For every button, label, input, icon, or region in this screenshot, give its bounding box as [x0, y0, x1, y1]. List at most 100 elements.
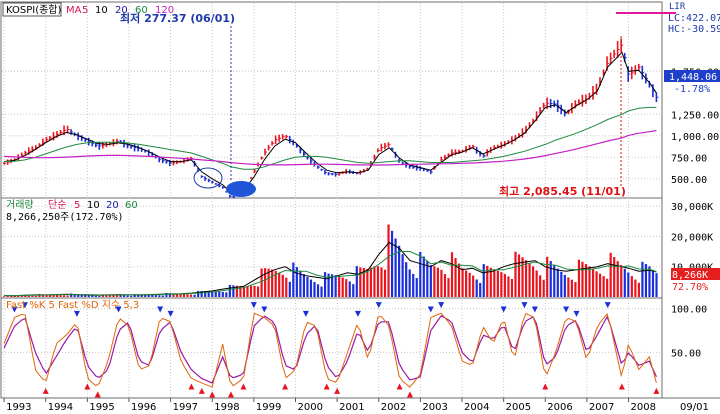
- x-axis-end-label: 09/01: [680, 402, 709, 413]
- x-tick-label: 1994: [48, 402, 73, 413]
- buy-arrow: [84, 383, 91, 390]
- volume-bar: [591, 268, 595, 297]
- volume-bar: [207, 291, 210, 297]
- volume-bar: [348, 281, 351, 297]
- volume-bar: [267, 268, 270, 297]
- x-tick-label: 2006: [547, 402, 572, 413]
- volume-bar: [454, 258, 457, 297]
- volume-bar: [101, 294, 105, 297]
- volume-bar: [338, 276, 341, 297]
- volume-bar: [450, 252, 454, 297]
- volume-bar: [309, 279, 313, 297]
- volume-bar: [620, 265, 623, 297]
- x-tick-label: 2008: [631, 402, 656, 413]
- price-tick-label: 500.00: [671, 175, 707, 186]
- volume-bar: [560, 271, 563, 297]
- volume-bar: [200, 290, 203, 297]
- volume-bar: [637, 282, 640, 297]
- volume-tick-label: 30,000K: [671, 202, 713, 213]
- volume-bar: [281, 274, 284, 297]
- volume-bar: [197, 290, 200, 297]
- lc-label: LC:422.07: [668, 13, 720, 24]
- volume-bar: [644, 264, 648, 297]
- volume-period-60: 60: [125, 200, 138, 211]
- volume-bar: [193, 294, 196, 297]
- buy-arrow: [406, 391, 413, 398]
- sell-arrow: [261, 306, 268, 313]
- volume-bar: [380, 267, 383, 297]
- volume-bar: [313, 282, 316, 297]
- volume-bar: [394, 238, 397, 297]
- volume-bar: [112, 294, 115, 297]
- volume-tick-label: 20,000K: [671, 232, 713, 243]
- ma-long-line: [4, 106, 657, 170]
- volume-bar: [556, 268, 559, 297]
- x-tick-label: 2003: [422, 402, 447, 413]
- volume-bar: [489, 267, 492, 297]
- sell-arrow: [438, 302, 445, 309]
- volume-ma-long-line: [4, 251, 657, 297]
- volume-bar: [405, 262, 408, 297]
- volume-bar: [45, 294, 48, 297]
- volume-bar: [422, 256, 425, 297]
- volume-bar: [274, 270, 277, 297]
- volume-bar: [232, 285, 235, 297]
- volume-bar: [616, 261, 619, 297]
- sell-arrow: [521, 302, 528, 309]
- volume-bar: [115, 294, 119, 297]
- volume-bar: [264, 268, 267, 297]
- sell-arrow: [73, 310, 80, 317]
- volume-bar: [84, 294, 87, 297]
- volume-bar: [59, 295, 62, 297]
- volume-bar: [517, 254, 521, 297]
- volume-bar: [52, 294, 55, 297]
- volume-bar: [539, 275, 542, 297]
- x-tick-label: 1995: [89, 402, 114, 413]
- buy-arrow: [198, 387, 205, 394]
- volume-bar: [182, 294, 186, 297]
- volume-bar: [475, 279, 478, 297]
- volume-bar: [465, 270, 468, 297]
- volume-bar: [122, 295, 126, 297]
- volume-bar: [235, 285, 239, 297]
- volume-bar: [214, 291, 217, 297]
- volume-bar: [105, 294, 108, 297]
- volume-header: 거래량 단순 5 10 20 60 8,266,250주(172.70%): [6, 199, 138, 223]
- x-tick-label: 1993: [6, 402, 31, 413]
- volume-bar: [366, 268, 369, 297]
- volume-bar: [373, 266, 376, 297]
- volume-period-20: 20: [106, 200, 119, 211]
- volume-bar: [271, 269, 274, 297]
- volume-bar: [528, 263, 531, 297]
- sell-arrow: [500, 306, 507, 313]
- volume-bar: [500, 272, 503, 297]
- volume-bar: [602, 276, 605, 297]
- volume-bar: [345, 279, 348, 297]
- price-bars: [3, 38, 659, 198]
- volume-bar: [510, 279, 514, 297]
- volume-bar: [655, 273, 658, 297]
- ma-period-60: 60: [135, 5, 148, 16]
- volume-bar: [246, 286, 249, 297]
- ma-period-10: 10: [95, 5, 108, 16]
- volume-method: 단순: [48, 199, 66, 211]
- volume-bar: [316, 284, 320, 297]
- volume-bar: [108, 294, 112, 297]
- last-price-tag-box: [664, 70, 720, 82]
- volume-bar: [73, 293, 76, 297]
- volume-last-tag-box: [671, 268, 720, 280]
- volume-bar: [299, 270, 302, 297]
- volume-bar: [278, 272, 281, 297]
- volume-bar: [341, 277, 344, 297]
- volume-bar: [158, 295, 161, 297]
- volume-bar: [140, 294, 143, 297]
- volume-bar: [147, 294, 150, 297]
- sell-arrow: [563, 306, 570, 313]
- volume-bar: [588, 266, 591, 297]
- x-tick-label: 2001: [339, 402, 364, 413]
- volume-bar: [482, 264, 485, 297]
- buy-arrow: [42, 387, 49, 394]
- volume-bar: [126, 295, 129, 297]
- buy-arrow: [188, 383, 195, 390]
- volume-bar: [401, 254, 404, 297]
